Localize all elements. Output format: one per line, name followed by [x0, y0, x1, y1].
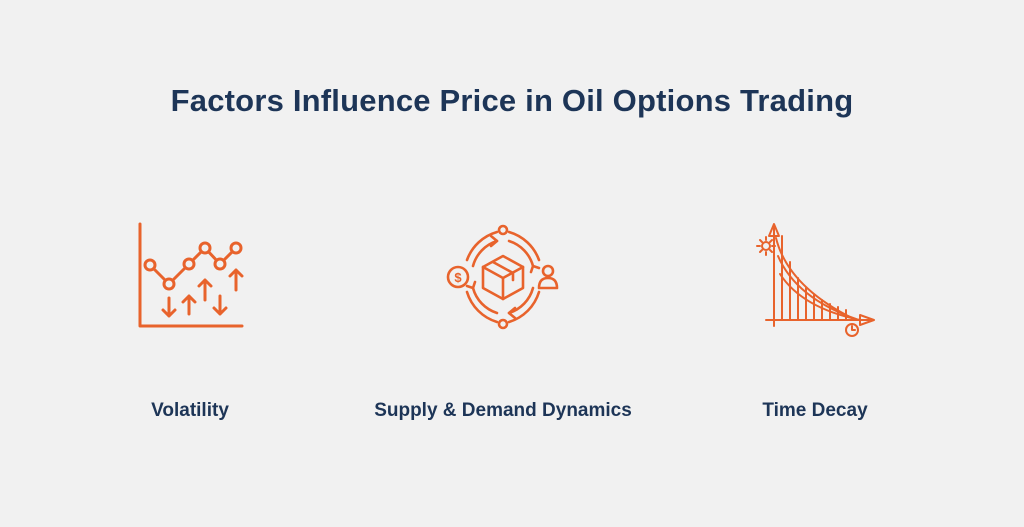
- volatility-chart-icon: [130, 218, 250, 338]
- time-decay-curve-icon: [752, 216, 882, 346]
- factor-label-volatility: Volatility: [151, 400, 229, 421]
- page-title: Factors Influence Price in Oil Options T…: [170, 83, 854, 118]
- factor-label-time-decay: Time Decay: [762, 400, 868, 421]
- factor-label-supply-demand: Supply & Demand Dynamics: [374, 400, 632, 421]
- svg-text:$: $: [454, 270, 462, 285]
- supply-demand-cycle-icon: $: [443, 222, 563, 337]
